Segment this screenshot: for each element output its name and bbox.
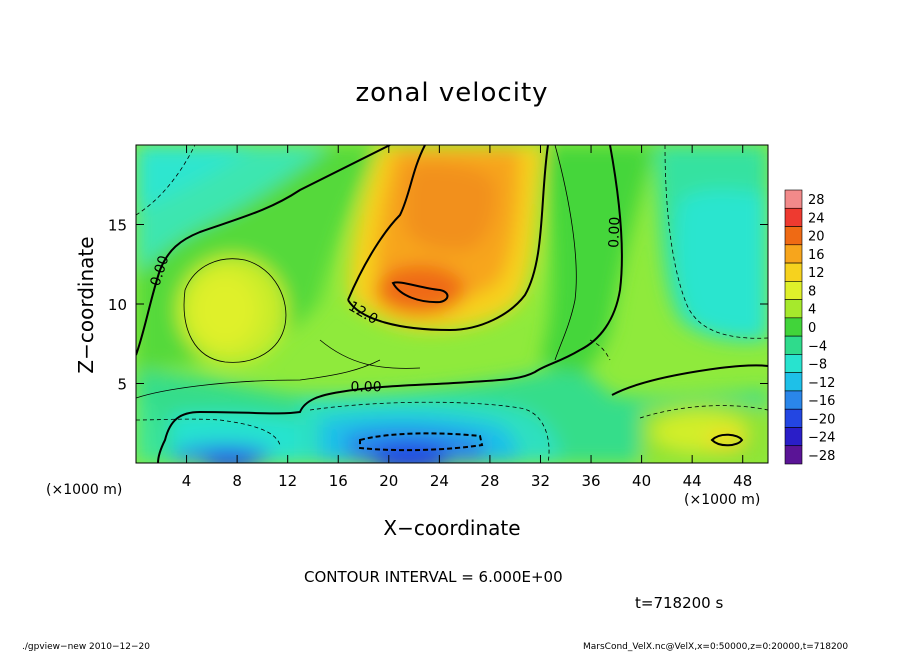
colorbar-label: −16 [808, 394, 835, 409]
y-tick-label: 15 [108, 217, 127, 235]
velocity-field [136, 145, 768, 463]
colorbar-cell [784, 445, 803, 465]
colorbar-cell [784, 244, 803, 264]
colorbar-label: 24 [808, 211, 825, 226]
x-tick-label: 16 [329, 472, 348, 490]
contour-label: 0.00 [606, 216, 623, 248]
colorbar-label: −12 [808, 376, 835, 391]
colorbar-label: 12 [808, 266, 825, 281]
footer-right: MarsCond_VelX.nc@VelX,x=0:50000,z=0:2000… [583, 642, 849, 652]
colorbar-label: −8 [808, 358, 827, 373]
x-tick-label: 20 [379, 472, 398, 490]
x-tick-label: 36 [581, 472, 600, 490]
x-axis-label: X−coordinate [383, 516, 521, 540]
x-tick-label: 28 [480, 472, 499, 490]
x-tick-label: 48 [733, 472, 752, 490]
x-tick-label: 4 [182, 472, 192, 490]
colorbar-label: −24 [808, 431, 835, 446]
contour-interval: CONTOUR INTERVAL = 6.000E+00 [304, 568, 563, 586]
x-tick-label: 12 [278, 472, 297, 490]
contour-lines [136, 145, 768, 463]
colorbar-cell [784, 372, 803, 392]
x-tick-label: 40 [632, 472, 651, 490]
y-axis-label: Z−coordinate [74, 236, 98, 374]
colorbar-label: −4 [808, 339, 827, 354]
colorbar-label: 0 [808, 321, 816, 336]
colorbar-cell [784, 299, 803, 319]
y-tick-label: 10 [108, 296, 127, 314]
x-tick-label: 44 [683, 472, 702, 490]
x-tick-label: 32 [531, 472, 550, 490]
x-axis: 4 8 12 16 20 24 28 32 36 40 44 48 [182, 145, 752, 490]
colorbar-label: 8 [808, 284, 816, 299]
colorbar-cell [784, 408, 803, 428]
colorbar-cell [784, 335, 803, 355]
colorbar-cell [784, 317, 803, 337]
y-tick-label: 5 [117, 376, 127, 394]
x-unit-right: (×1000 m) [684, 492, 761, 508]
x-tick-label: 8 [232, 472, 242, 490]
colorbar: 28 24 20 16 12 8 4 0 −4 −8 −12 −16 −20 −24 −28 [784, 189, 835, 465]
colorbar-cell [784, 354, 803, 373]
colorbar-label: −28 [808, 449, 835, 464]
colorbar-label: 4 [808, 303, 816, 318]
contour-label: 0.00 [350, 379, 381, 395]
x-unit-left: (×1000 m) [46, 482, 123, 498]
colorbar-cell [784, 226, 803, 246]
chart-title: zonal velocity [355, 78, 549, 108]
footer-left: ./gpview−new 2010−12−20 [22, 642, 150, 652]
y-axis: 5 10 15 [108, 217, 768, 394]
colorbar-cell [784, 207, 803, 227]
x-tick-label: 24 [430, 472, 449, 490]
colorbar-label: 20 [808, 230, 825, 245]
time-label: t=718200 s [635, 594, 724, 612]
colorbar-cell [784, 262, 803, 282]
colorbar-cell [784, 281, 803, 300]
colorbar-label: 28 [808, 193, 825, 208]
colorbar-cell [784, 427, 803, 447]
colorbar-cell [784, 189, 803, 209]
colorbar-label: 16 [808, 248, 825, 263]
colorbar-cell [784, 390, 803, 410]
colorbar-label: −20 [808, 412, 835, 427]
